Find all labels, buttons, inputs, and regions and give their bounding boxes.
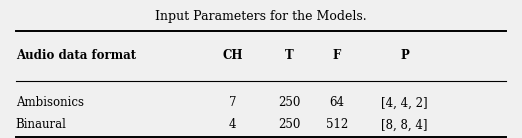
Text: [4, 4, 2]: [4, 4, 2] [381, 96, 428, 109]
Text: Input Parameters for the Models.: Input Parameters for the Models. [155, 10, 367, 23]
Text: 512: 512 [326, 118, 348, 131]
Text: Audio data format: Audio data format [16, 49, 136, 62]
Text: Binaural: Binaural [16, 118, 66, 131]
Text: CH: CH [222, 49, 243, 62]
Text: Ambisonics: Ambisonics [16, 96, 84, 109]
Text: 64: 64 [329, 96, 344, 109]
Text: F: F [333, 49, 341, 62]
Text: T: T [286, 49, 294, 62]
Text: 250: 250 [279, 118, 301, 131]
Text: P: P [400, 49, 409, 62]
Text: 4: 4 [229, 118, 236, 131]
Text: 250: 250 [279, 96, 301, 109]
Text: [8, 8, 4]: [8, 8, 4] [381, 118, 428, 131]
Text: 7: 7 [229, 96, 236, 109]
